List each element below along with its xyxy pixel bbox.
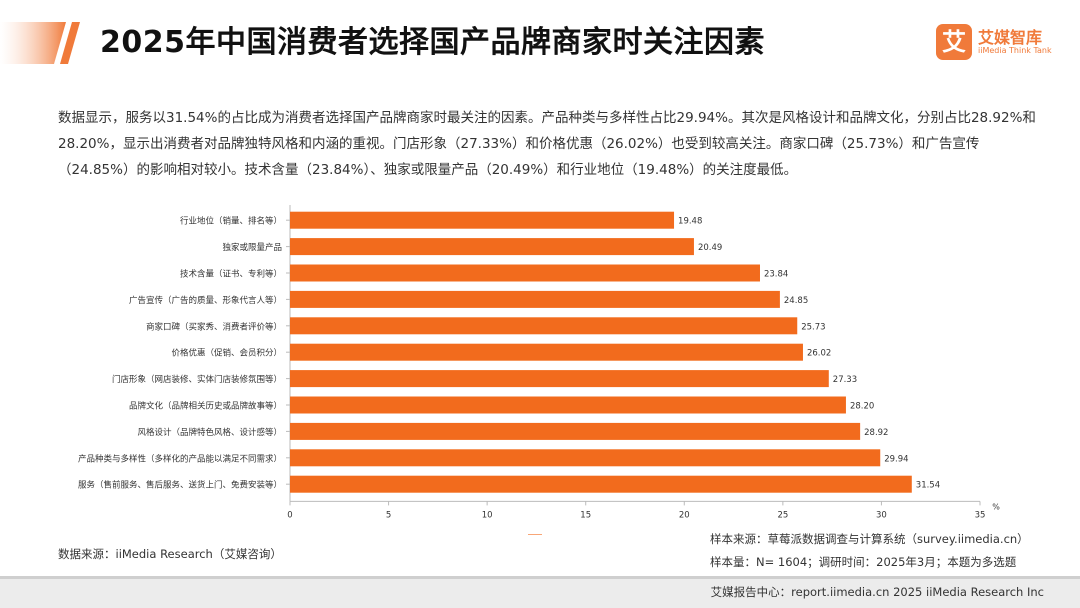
header-stripe-decoration [0, 22, 80, 64]
value-label: 27.33 [833, 375, 857, 385]
bar [290, 343, 803, 361]
x-tick-label: 35 [975, 510, 986, 520]
bar [290, 370, 829, 388]
value-label: 24.85 [784, 296, 808, 306]
summary-text: 数据显示，服务以31.54%的占比成为消费者选择国产品牌商家时最关注的因素。产品… [58, 110, 1036, 178]
logo-mark-icon: 艾 [936, 24, 972, 60]
x-tick-label: 20 [679, 510, 690, 520]
bar [290, 475, 912, 493]
category-label: 服务（售前服务、售后服务、送货上门、免费安装等） [78, 480, 282, 491]
sample-size: 样本量：N= 1604；调研时间：2025年3月；本题为多选题 [710, 555, 1017, 569]
footer-divider [0, 576, 1080, 579]
legend-label: 占比 [547, 534, 564, 535]
x-unit-label: % [992, 502, 1000, 511]
footer-bar: 艾媒报告中心：report.iimedia.cn 2025 iiMedia Re… [0, 576, 1080, 608]
bar [290, 238, 694, 256]
category-label: 产品种类与多样性（多样化的产品能以满足不同需求） [78, 453, 282, 464]
category-label: 商家口碑（买家秀、消费者评价等） [146, 321, 282, 332]
x-tick-label: 30 [876, 510, 887, 520]
category-label: 门店形象（网店装修、实体门店装修氛围等） [112, 374, 282, 385]
category-label: 行业地位（销量、排名等） [180, 216, 282, 227]
bar [290, 211, 675, 229]
category-label: 技术含量（证书、专利等） [180, 269, 282, 280]
x-tick-label: 25 [777, 510, 788, 520]
value-label: 28.92 [864, 428, 888, 438]
legend-swatch [528, 534, 542, 535]
category-label: 风格设计（品牌特色风格、设计感等） [137, 427, 282, 438]
value-label: 29.94 [884, 454, 908, 464]
x-tick-label: 10 [482, 510, 493, 520]
bar [290, 396, 846, 414]
value-label: 25.73 [801, 322, 825, 332]
category-label: 独家或限量产品 [222, 242, 282, 253]
bar [290, 317, 798, 335]
value-label: 19.48 [678, 217, 702, 227]
footer-text: 艾媒报告中心：report.iimedia.cn 2025 iiMedia Re… [710, 585, 1044, 599]
value-label: 26.02 [807, 349, 831, 359]
logo-name: 艾媒智库 [978, 28, 1043, 47]
brand-logo: 艾 艾媒智库 iiMedia Think Tank [936, 24, 1070, 64]
value-label: 20.49 [698, 243, 722, 253]
category-label: 品牌文化（品牌相关历史或品牌故事等） [129, 401, 282, 412]
bar [290, 449, 881, 467]
value-label: 23.84 [764, 270, 788, 280]
bar [290, 290, 780, 308]
data-source: 数据来源：iiMedia Research（艾媒咨询） [58, 547, 282, 561]
category-label: 价格优惠（促销、会员积分） [171, 348, 282, 359]
category-label: 广告宣传（广告的质量、形象代言人等） [129, 295, 282, 306]
bar [290, 422, 861, 440]
value-label: 31.54 [916, 481, 940, 491]
value-label: 28.20 [850, 402, 874, 412]
x-tick-label: 0 [287, 510, 292, 520]
sample-source: 样本来源：草莓派数据调查与计算系统（survey.iimedia.cn） [710, 532, 1029, 546]
x-tick-label: 5 [386, 510, 391, 520]
logo-subtitle: iiMedia Think Tank [978, 46, 1052, 55]
page-title: 2025年中国消费者选择国产品牌商家时关注因素 [100, 25, 765, 60]
bar-chart: 行业地位（销量、排名等） 19.48 独家或限量产品 20.49 技术含量（证书、专利等… [78, 205, 1000, 535]
x-tick-label: 15 [580, 510, 591, 520]
bar [290, 264, 760, 282]
